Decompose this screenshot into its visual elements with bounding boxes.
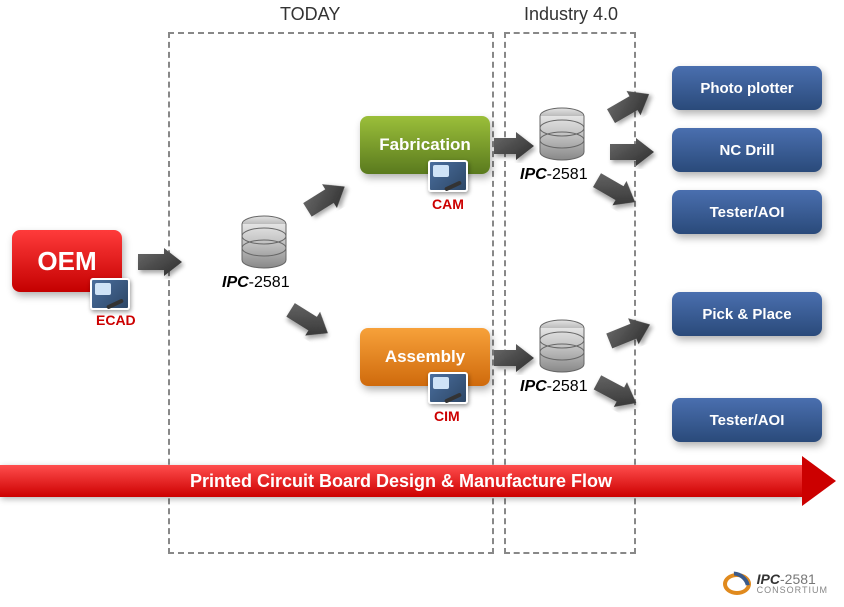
logo-ring-icon (723, 573, 751, 595)
logo-text: IPC-2581 CONSORTIUM (757, 572, 828, 595)
logo: IPC-2581 CONSORTIUM (723, 572, 828, 595)
flow-arrow: Printed Circuit Board Design & Manufactu… (0, 456, 836, 506)
flow-arrow-body: Printed Circuit Board Design & Manufactu… (0, 465, 802, 497)
flow-arrow-text: Printed Circuit Board Design & Manufactu… (190, 471, 612, 492)
diagram-canvas: TODAY Industry 4.0 OEM ECAD IPC-2581 Fab… (0, 0, 844, 607)
flow-arrow-head (802, 456, 836, 506)
